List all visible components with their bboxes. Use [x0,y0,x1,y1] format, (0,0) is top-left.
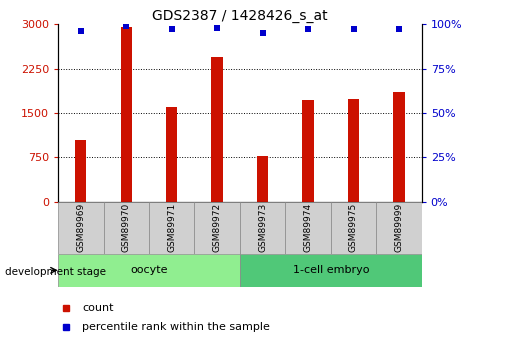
Title: GDS2387 / 1428426_s_at: GDS2387 / 1428426_s_at [152,9,328,23]
Text: development stage: development stage [5,267,106,276]
Bar [58,202,104,254]
Text: GSM89974: GSM89974 [304,203,313,252]
Text: GSM89972: GSM89972 [213,203,222,252]
Bar [58,254,240,287]
Point [259,30,267,36]
Bar [285,202,331,254]
Point [304,27,312,32]
Bar [166,107,177,202]
Bar [376,202,422,254]
Bar [75,140,86,202]
Bar [104,202,149,254]
Bar [194,202,240,254]
Text: 1-cell embryo: 1-cell embryo [292,265,369,275]
Text: GSM89969: GSM89969 [76,203,85,252]
Text: percentile rank within the sample: percentile rank within the sample [82,322,270,332]
Point [213,25,221,30]
Bar [348,99,359,202]
Text: oocyte: oocyte [130,265,168,275]
Text: GSM89975: GSM89975 [349,203,358,252]
Bar [240,254,422,287]
Bar [212,57,223,202]
Bar [240,202,285,254]
Point [77,29,85,34]
Bar [257,156,268,202]
Bar [121,27,132,202]
Point [122,23,130,29]
Bar [393,92,405,202]
Point [168,27,176,32]
Bar [149,202,194,254]
Text: count: count [82,303,114,313]
Point [395,27,403,32]
Bar [331,202,376,254]
Text: GSM89970: GSM89970 [122,203,131,252]
Text: GSM89973: GSM89973 [258,203,267,252]
Bar [302,100,314,202]
Point [349,27,358,32]
Text: GSM89971: GSM89971 [167,203,176,252]
Text: GSM89999: GSM89999 [394,203,403,252]
